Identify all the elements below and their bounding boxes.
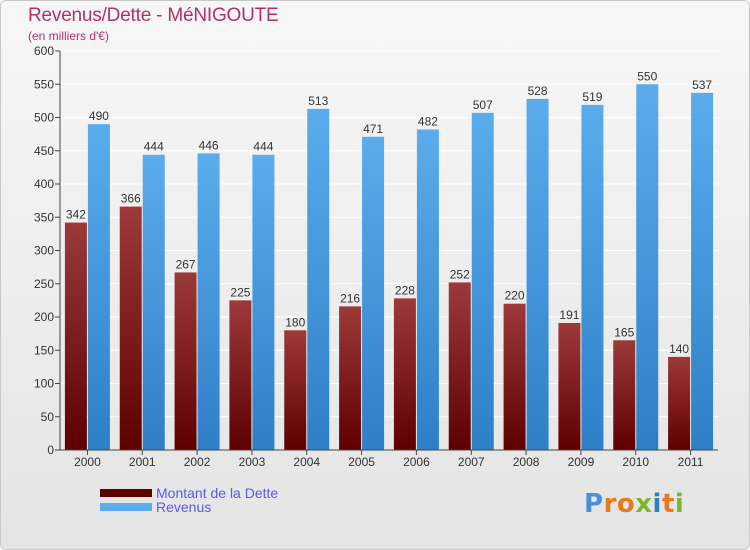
- data-label-debt-2011: 140: [669, 342, 689, 356]
- bar-revenus-2009: [581, 104, 604, 451]
- logo-letter: i: [674, 489, 685, 519]
- data-label-debt-2002: 267: [176, 257, 196, 271]
- x-tick-label: 2006: [403, 455, 430, 469]
- bar-revenus-2001: [142, 154, 165, 451]
- legend-label-revenus: Revenus: [156, 499, 212, 515]
- x-tick-label: 2011: [678, 455, 704, 469]
- bar-debt-2001: [119, 206, 142, 450]
- data-label-debt-2005: 216: [340, 291, 360, 305]
- data-label-debt-2004: 180: [285, 315, 305, 329]
- bar-revenus-2002: [197, 153, 220, 450]
- bar-revenus-2008: [526, 98, 549, 450]
- bar-debt-2000: [64, 222, 87, 450]
- data-label-revenus-2010: 550: [637, 69, 657, 83]
- x-tick-label: 2009: [568, 455, 595, 469]
- data-label-revenus-2007: 507: [473, 98, 493, 112]
- y-tick-label: 400: [34, 177, 54, 191]
- chart-subtitle: (en milliers d'€): [28, 29, 109, 43]
- y-tick-label: 600: [34, 44, 54, 58]
- legend-swatch-debt: [100, 489, 152, 497]
- y-tick-label: 200: [34, 310, 54, 324]
- logo-letter: o: [616, 489, 636, 519]
- legend-item-debt: Montant de la Dette: [100, 486, 278, 500]
- y-tick-label: 50: [41, 410, 55, 424]
- y-tick-label: 150: [34, 343, 54, 357]
- bar-debt-2005: [339, 306, 362, 450]
- x-tick-label: 2002: [184, 455, 211, 469]
- data-label-revenus-2004: 513: [308, 94, 328, 108]
- data-label-debt-2009: 191: [559, 308, 579, 322]
- data-label-debt-2000: 342: [66, 208, 86, 222]
- y-tick-label: 350: [34, 210, 54, 224]
- data-label-debt-2006: 228: [395, 283, 415, 297]
- data-label-revenus-2001: 444: [144, 140, 164, 154]
- bar-debt-2002: [174, 272, 197, 450]
- logo-letter: t: [661, 489, 675, 519]
- bar-revenus-2003: [252, 154, 275, 451]
- logo-letter: i: [652, 489, 662, 519]
- data-label-revenus-2002: 446: [199, 138, 219, 152]
- bar-debt-2003: [229, 300, 252, 450]
- y-tick-label: 0: [47, 443, 54, 457]
- legend-label-debt: Montant de la Dette: [156, 485, 279, 501]
- y-tick-label: 550: [34, 77, 54, 91]
- x-tick-label: 2004: [293, 455, 320, 469]
- data-label-revenus-2006: 482: [418, 114, 438, 128]
- bar-debt-2008: [503, 303, 526, 450]
- legend-swatch-revenus: [100, 503, 152, 511]
- data-label-debt-2007: 252: [450, 267, 470, 281]
- proxiti-logo: Proxiti: [584, 489, 684, 519]
- data-label-debt-2003: 225: [230, 285, 250, 299]
- bar-debt-2011: [668, 356, 691, 450]
- bar-revenus-2004: [307, 108, 330, 450]
- data-label-revenus-2011: 537: [692, 78, 712, 92]
- x-tick-label: 2010: [622, 455, 649, 469]
- data-label-debt-2001: 366: [121, 192, 141, 206]
- logo-letter: P: [584, 489, 604, 519]
- x-tick-label: 2005: [348, 455, 375, 469]
- bar-debt-2004: [284, 330, 307, 450]
- y-tick-label: 500: [34, 111, 54, 125]
- chart-title: Revenus/Dette - MéNIGOUTE: [28, 5, 279, 26]
- data-label-debt-2010: 165: [614, 325, 634, 339]
- y-tick-label: 300: [34, 244, 54, 258]
- data-label-revenus-2003: 444: [253, 140, 273, 154]
- x-tick-label: 2003: [239, 455, 266, 469]
- legend-item-revenus: Revenus: [100, 500, 278, 514]
- data-label-revenus-2005: 471: [363, 122, 383, 136]
- logo-letter: r: [603, 489, 617, 519]
- bar-revenus-2007: [471, 112, 494, 450]
- y-tick-label: 250: [34, 277, 54, 291]
- bar-revenus-2010: [636, 84, 659, 450]
- x-tick-label: 2008: [513, 455, 540, 469]
- data-label-revenus-2000: 490: [89, 109, 109, 123]
- bar-revenus-2011: [691, 92, 714, 451]
- bar-debt-2006: [393, 298, 416, 450]
- x-tick-label: 2000: [74, 455, 101, 469]
- bar-revenus-2006: [416, 129, 439, 450]
- bar-debt-2009: [558, 322, 581, 450]
- data-label-debt-2008: 220: [505, 289, 525, 303]
- x-tick-label: 2001: [129, 455, 156, 469]
- logo-letter: x: [635, 489, 653, 519]
- bar-debt-2007: [448, 282, 471, 450]
- y-tick-label: 100: [34, 377, 54, 391]
- bar-revenus-2000: [87, 124, 110, 451]
- chart-legend: Montant de la Dette Revenus: [100, 486, 278, 514]
- y-tick-label: 450: [34, 144, 54, 158]
- bar-debt-2010: [613, 340, 636, 450]
- data-label-revenus-2009: 519: [582, 90, 602, 104]
- x-tick-label: 2007: [458, 455, 485, 469]
- bar-revenus-2005: [362, 136, 385, 450]
- data-label-revenus-2008: 528: [528, 84, 548, 98]
